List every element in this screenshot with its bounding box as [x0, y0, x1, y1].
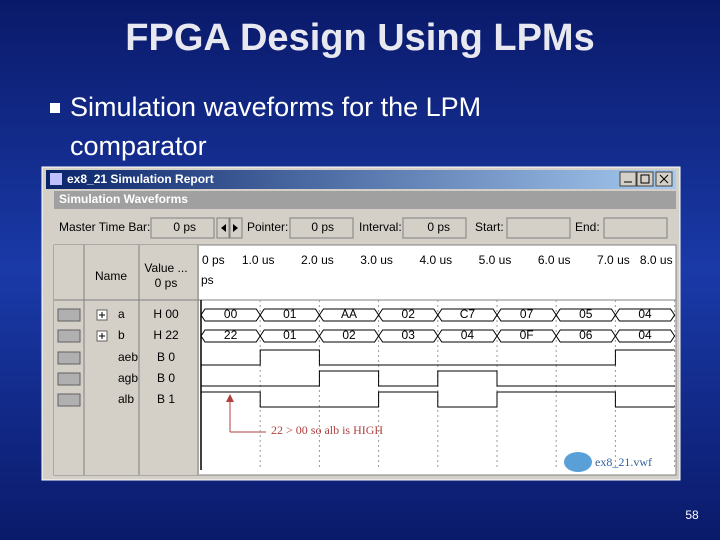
logic-waveform	[201, 349, 675, 366]
signal-name: a	[118, 307, 125, 321]
toolbar-value: 0 ps	[173, 220, 196, 234]
pointer-field	[289, 217, 354, 239]
bus-value: 00	[224, 307, 238, 321]
bullet-text: Simulation waveforms for the LPM	[70, 92, 481, 122]
arrow-glyphs	[221, 224, 238, 232]
bus-value: 04	[638, 328, 652, 342]
toolbar-value: 0 ps	[311, 220, 334, 234]
end-field	[603, 217, 668, 239]
bus-value: 01	[283, 307, 297, 321]
bullet-marker	[50, 103, 60, 113]
column-header: Name	[95, 269, 127, 283]
time-axis-label: 0 ps	[202, 253, 225, 267]
panel-title: Simulation Waveforms	[59, 192, 188, 206]
bus-value: 05	[579, 307, 593, 321]
annotation: 22 > 00 so alb is HIGH	[271, 423, 383, 437]
bus-value: 0F	[520, 328, 534, 342]
column-header: Value ...	[144, 261, 187, 275]
time-axis-label: 2.0 us	[301, 253, 334, 267]
time-axis-sub: ps	[201, 273, 214, 287]
signal-icon	[57, 372, 81, 386]
toolbar-label: Master Time Bar:	[59, 220, 150, 234]
bus-value: 07	[520, 307, 534, 321]
signal-icon	[57, 329, 81, 343]
bus-segment	[614, 308, 676, 322]
title-bar	[46, 170, 676, 189]
toolbar-label: Interval:	[359, 220, 402, 234]
bus-value: AA	[341, 307, 357, 321]
window-button-glyphs	[624, 174, 669, 184]
signal-name: agb	[118, 371, 138, 385]
signal-icon	[57, 308, 81, 322]
signal-icon	[57, 393, 81, 407]
toolbar-label: Pointer:	[247, 220, 288, 234]
expand-glyph	[99, 333, 105, 339]
toolbar-label: End:	[575, 220, 600, 234]
toolbar-label: Start:	[475, 220, 504, 234]
logic-waveform	[201, 391, 675, 408]
signal-value: B 1	[157, 392, 175, 406]
time-axis-label: 3.0 us	[360, 253, 393, 267]
file-name: ex8_21.vwf	[595, 455, 652, 469]
column-header: 0 ps	[155, 276, 178, 290]
bus-value: 04	[461, 328, 475, 342]
minimize-button[interactable]	[619, 171, 637, 187]
window: ex8_21 Simulation Report Simulation Wave…	[41, 166, 681, 481]
bus-value: 03	[402, 328, 416, 342]
logic-waveform	[201, 370, 675, 387]
maximize-button[interactable]	[636, 171, 654, 187]
annotation-arrow	[226, 394, 234, 402]
time-axis-label: 7.0 us	[597, 253, 630, 267]
panel-header	[54, 191, 676, 209]
start-field	[506, 217, 571, 239]
slide-title: FPGA Design Using LPMs	[125, 17, 594, 59]
time-axis-label: 6.0 us	[538, 253, 571, 267]
bus-value: 22	[224, 328, 238, 342]
master-time-field[interactable]	[150, 217, 215, 239]
file-icon	[564, 452, 592, 472]
signal-name: b	[118, 328, 125, 342]
window-title: ex8_21 Simulation Report	[67, 172, 214, 186]
time-axis-label: 8.0 us	[640, 253, 673, 267]
signal-name: aeb	[118, 350, 138, 364]
signal-value: H 22	[153, 328, 179, 342]
bus-value: 01	[283, 328, 297, 342]
signal-icon	[57, 351, 81, 365]
bus-value: 04	[638, 307, 652, 321]
signal-value: B 0	[157, 371, 175, 385]
bus-segment	[614, 329, 676, 343]
signal-value: B 0	[157, 350, 175, 364]
time-axis-label: 4.0 us	[419, 253, 452, 267]
window-icon	[50, 173, 62, 185]
bus-value: 02	[342, 328, 356, 342]
page-number: 58	[685, 508, 699, 522]
signal-value: H 00	[153, 307, 179, 321]
interval-field	[402, 217, 467, 239]
bullet-text: comparator	[70, 131, 207, 161]
expand-glyph	[99, 312, 105, 318]
bus-value: 06	[579, 328, 593, 342]
time-axis-label: 5.0 us	[479, 253, 512, 267]
bus-value: C7	[460, 307, 476, 321]
time-axis-label: 1.0 us	[242, 253, 275, 267]
signal-name: alb	[118, 392, 134, 406]
bus-value: 02	[402, 307, 416, 321]
toolbar-value: 0 ps	[427, 220, 450, 234]
